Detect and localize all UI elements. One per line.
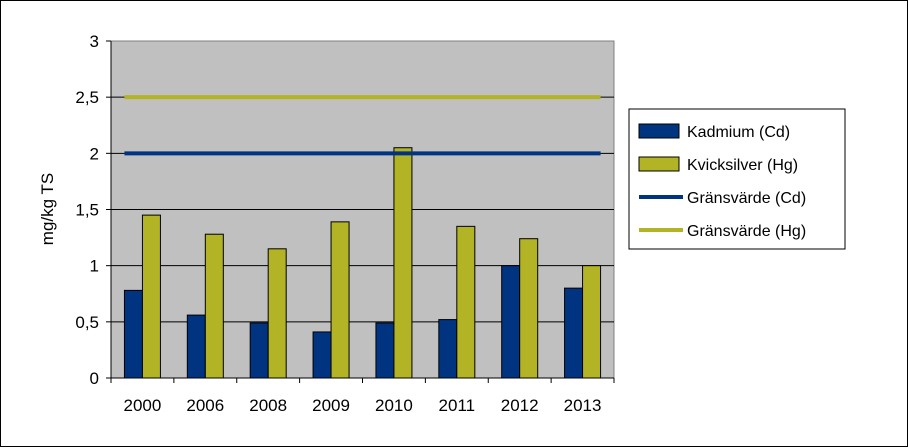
legend: Kadmium (Cd) Kvicksilver (Hg) Gränsvärde (… — [628, 108, 846, 250]
x-tick-label: 2000 — [124, 396, 162, 415]
bar-cd — [249, 322, 269, 379]
y-tick-labels: 0 0,5 1 1,5 2 2,5 3 — [75, 32, 99, 388]
legend-swatch — [638, 156, 680, 172]
bar-cd — [186, 314, 206, 379]
bar-cd — [564, 287, 584, 379]
y-tick-label: 0 — [90, 369, 99, 388]
x-tick-label: 2010 — [375, 396, 413, 415]
bar-hg — [267, 248, 287, 379]
x-tick-label: 2013 — [564, 396, 602, 415]
legend-label: Kadmium (Cd) — [687, 124, 790, 141]
bars — [123, 147, 602, 379]
x-tick-labels: 2000 2006 2008 2009 2010 2011 2012 2013 — [124, 396, 602, 415]
bar-cd — [375, 322, 395, 379]
bar-hg — [519, 238, 539, 379]
bar-hg — [330, 221, 350, 379]
x-tick-label: 2012 — [501, 396, 539, 415]
x-tick-label: 2006 — [186, 396, 224, 415]
bar-cd — [312, 331, 332, 379]
legend-label: Gränsvärde (Cd) — [687, 190, 806, 207]
y-axis-title: mg/kg TS — [38, 173, 57, 245]
y-tick-label: 0,5 — [75, 313, 99, 332]
y-tick-label: 2,5 — [75, 88, 99, 107]
bar-hg — [393, 147, 413, 379]
x-tick-label: 2009 — [312, 396, 350, 415]
bar-hg — [582, 265, 602, 379]
y-tick-label: 2 — [90, 144, 99, 163]
axes — [106, 40, 615, 383]
legend-label: Gränsvärde (Hg) — [687, 223, 806, 240]
legend-label: Kvicksilver (Hg) — [687, 157, 798, 174]
bar-cd — [438, 319, 458, 379]
bar-hg — [456, 225, 476, 379]
legend-swatch — [638, 123, 680, 139]
x-tick-label: 2011 — [439, 396, 476, 415]
bar-cd — [123, 289, 143, 379]
x-tick-label: 2008 — [249, 396, 287, 415]
threshold-lines — [124, 95, 601, 156]
bar-hg — [141, 214, 161, 379]
y-tick-label: 1,5 — [75, 201, 99, 220]
y-tick-label: 3 — [90, 32, 99, 51]
bar-hg — [204, 233, 224, 379]
y-tick-label: 1 — [90, 257, 99, 276]
bar-cd — [501, 265, 521, 379]
